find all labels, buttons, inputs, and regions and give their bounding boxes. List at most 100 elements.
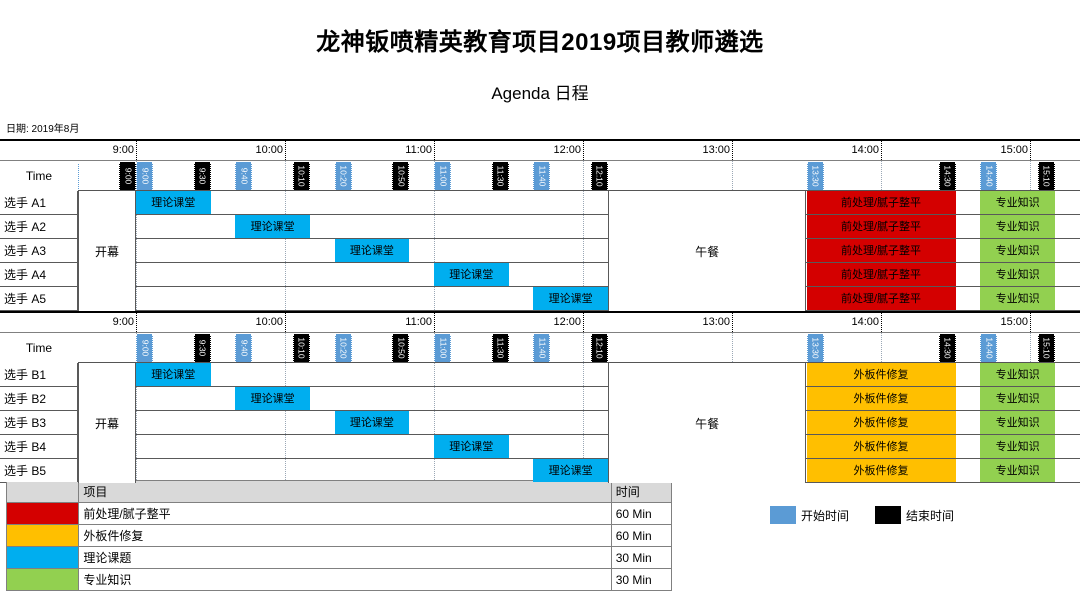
schedule-bar[interactable]: 专业知识 bbox=[980, 263, 1055, 286]
time-row-label: Time bbox=[0, 161, 78, 191]
schedule-bar[interactable]: 理论课堂 bbox=[533, 287, 608, 310]
row-track: 理论课堂 外板件修复 专业知识 bbox=[78, 435, 1080, 458]
opening-ceremony-cell[interactable]: 开幕 bbox=[78, 363, 136, 483]
schedule-bar[interactable]: 理论课堂 bbox=[136, 191, 211, 214]
hour-gridline bbox=[583, 215, 584, 238]
schedule-bar[interactable]: 前处理/腻子整平 bbox=[806, 191, 956, 214]
schedule-bar[interactable]: 理论课堂 bbox=[136, 363, 211, 386]
hour-tick-label: 12:00 bbox=[553, 316, 581, 328]
table-row[interactable]: 选手 A2 理论课堂 前处理/腻子整平 专业知识 bbox=[0, 215, 1080, 239]
marker-time-text: 10:20 bbox=[338, 165, 349, 187]
table-row[interactable]: 选手 B2 理论课堂 外板件修复 专业知识 bbox=[0, 387, 1080, 411]
hour-gridline bbox=[583, 141, 584, 160]
marker-time-text: 11:00 bbox=[437, 165, 448, 187]
schedule-bar[interactable]: 理论课堂 bbox=[434, 263, 509, 286]
schedule-bar[interactable]: 前处理/腻子整平 bbox=[806, 263, 956, 286]
schedule-bar[interactable]: 外板件修复 bbox=[806, 459, 956, 482]
end-time-marker: 15:10 bbox=[1037, 334, 1055, 362]
schedule-bar[interactable]: 专业知识 bbox=[980, 239, 1055, 262]
legend-item-name: 专业知识 bbox=[78, 568, 612, 591]
hour-gridline bbox=[136, 263, 137, 286]
schedule-bar[interactable]: 理论课堂 bbox=[235, 387, 310, 410]
marker-time-text: 9:40 bbox=[239, 167, 250, 185]
table-row[interactable]: 选手 A3 理论课堂 前处理/腻子整平 专业知识 bbox=[0, 239, 1080, 263]
schedule-bar[interactable]: 外板件修复 bbox=[806, 363, 956, 386]
schedule-bar[interactable]: 外板件修复 bbox=[806, 411, 956, 434]
row-track: 理论课堂 前处理/腻子整平 专业知识 bbox=[78, 215, 1080, 238]
time-marker-row: Time8:309:009:009:309:4010:1010:2010:501… bbox=[0, 161, 1080, 191]
end-time-marker: 10:10 bbox=[292, 334, 310, 362]
schedule-bar[interactable]: 理论课堂 bbox=[334, 411, 410, 434]
hour-gridline bbox=[285, 161, 286, 190]
hour-gridline bbox=[1030, 313, 1031, 332]
marker-time-text: 12:10 bbox=[594, 165, 605, 187]
hour-axis: 9:00 10:00 11:00 12:00 13:00 14:00 15:00 bbox=[0, 139, 1080, 161]
schedule-bar[interactable]: 专业知识 bbox=[980, 363, 1055, 386]
table-row[interactable]: 选手 B4 理论课堂 外板件修复 专业知识 bbox=[0, 435, 1080, 459]
legend-header-item: 项目 bbox=[78, 480, 612, 503]
start-time-marker: 11:00 bbox=[434, 162, 451, 190]
hour-gridline bbox=[136, 411, 137, 434]
marker-time-text: 9:30 bbox=[197, 167, 208, 185]
marker-time-text: 9:40 bbox=[239, 339, 250, 357]
schedule-bar[interactable]: 前处理/腻子整平 bbox=[806, 287, 956, 310]
end-time-marker: 14:30 bbox=[938, 334, 956, 362]
hour-gridline bbox=[583, 239, 584, 262]
schedule-bar[interactable]: 前处理/腻子整平 bbox=[806, 239, 956, 262]
hour-gridline bbox=[881, 333, 882, 362]
marker-key-item: 开始时间 bbox=[770, 506, 849, 524]
legend-color-swatch bbox=[5, 546, 80, 569]
marker-time-text: 13:30 bbox=[810, 337, 821, 359]
lunch-break-cell[interactable]: 午餐 bbox=[607, 363, 807, 483]
marker-time-text: 14:40 bbox=[984, 337, 995, 359]
legend-header-row: 项目 时间 bbox=[5, 480, 673, 503]
lunch-break-cell[interactable]: 午餐 bbox=[607, 191, 807, 311]
hour-gridline bbox=[285, 363, 286, 386]
hour-tick-label: 15:00 bbox=[1000, 316, 1028, 328]
schedule-bar[interactable]: 专业知识 bbox=[980, 215, 1055, 238]
hour-gridline bbox=[285, 459, 286, 482]
schedule-bar[interactable]: 专业知识 bbox=[980, 459, 1055, 482]
hour-gridline bbox=[285, 435, 286, 458]
opening-ceremony-cell[interactable]: 开幕 bbox=[78, 191, 136, 311]
hour-gridline bbox=[583, 333, 584, 362]
table-row[interactable]: 选手 B1 理论课堂 外板件修复 专业知识 bbox=[0, 363, 1080, 387]
hour-gridline bbox=[285, 333, 286, 362]
schedule-bar[interactable]: 专业知识 bbox=[980, 287, 1055, 310]
schedule-bar[interactable]: 专业知识 bbox=[980, 411, 1055, 434]
schedule-bar[interactable]: 理论课堂 bbox=[235, 215, 310, 238]
hour-gridline bbox=[583, 191, 584, 214]
hour-gridline bbox=[434, 313, 435, 332]
schedule-bar[interactable]: 理论课堂 bbox=[434, 435, 509, 458]
schedule-bar[interactable]: 外板件修复 bbox=[806, 435, 956, 458]
schedule-bar[interactable]: 外板件修复 bbox=[806, 387, 956, 410]
hour-gridline bbox=[285, 411, 286, 434]
schedule-bar[interactable]: 专业知识 bbox=[980, 191, 1055, 214]
legend-row: 外板件修复 60 Min bbox=[5, 524, 673, 547]
legend-item-duration: 30 Min bbox=[610, 568, 673, 591]
page-subtitle: Agenda 日程 bbox=[491, 84, 589, 103]
hour-gridline bbox=[434, 215, 435, 238]
legend-item-name: 前处理/腻子整平 bbox=[78, 502, 612, 525]
hour-tick-label: 11:00 bbox=[405, 316, 432, 328]
table-row[interactable]: 选手 A4 理论课堂 前处理/腻子整平 专业知识 bbox=[0, 263, 1080, 287]
legend-row: 理论课题 30 Min bbox=[5, 546, 673, 569]
schedule-bar[interactable]: 理论课堂 bbox=[533, 459, 608, 482]
agenda-band-a: 9:0010:0011:0012:0013:0014:0015:00Time8:… bbox=[0, 139, 1080, 311]
hour-gridline bbox=[583, 313, 584, 332]
table-row[interactable]: 选手 A5 理论课堂 前处理/腻子整平 专业知识 bbox=[0, 287, 1080, 311]
schedule-bar[interactable]: 理论课堂 bbox=[334, 239, 410, 262]
schedule-bar[interactable]: 专业知识 bbox=[980, 387, 1055, 410]
hour-gridline bbox=[583, 161, 584, 190]
marker-time-text: 15:10 bbox=[1041, 337, 1052, 359]
schedule-bar[interactable]: 专业知识 bbox=[980, 435, 1055, 458]
start-time-marker: 11:40 bbox=[533, 162, 551, 190]
table-row[interactable]: 选手 A1 理论课堂 前处理/腻子整平 专业知识 bbox=[0, 191, 1080, 215]
hour-gridline bbox=[434, 239, 435, 262]
table-row[interactable]: 选手 B3 理论课堂 外板件修复 专业知识 bbox=[0, 411, 1080, 435]
schedule-bar[interactable]: 前处理/腻子整平 bbox=[806, 215, 956, 238]
time-row-label: Time bbox=[0, 333, 78, 363]
participant-label: 选手 B3 bbox=[0, 411, 78, 434]
marker-time-text: 9:30 bbox=[197, 339, 208, 357]
hour-gridline bbox=[136, 459, 137, 482]
